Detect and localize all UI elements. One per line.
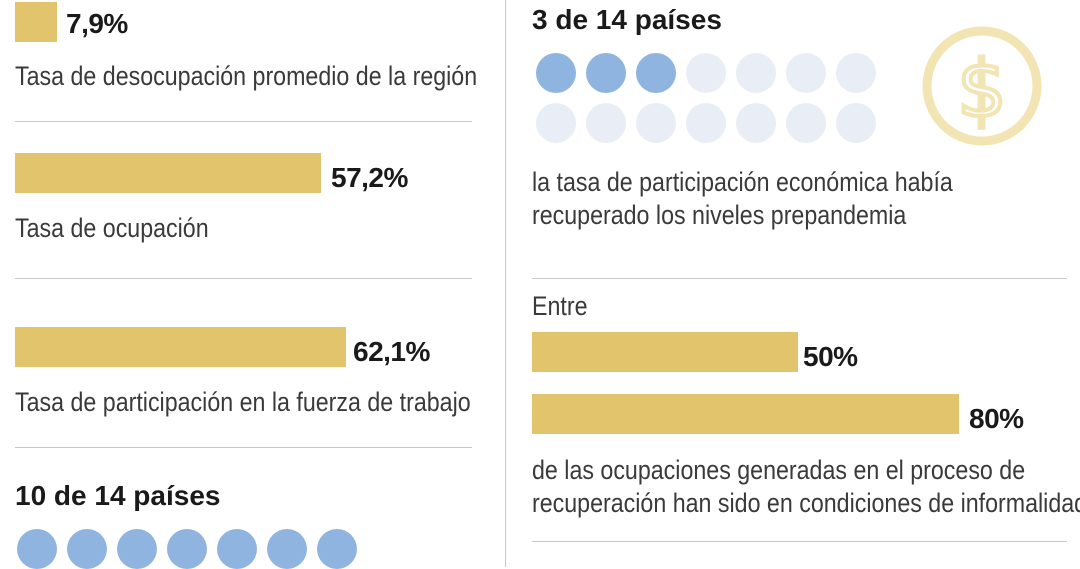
svg-text:$: $	[957, 45, 1007, 135]
country-dot-inactive	[586, 103, 626, 143]
country-dot-active	[17, 529, 57, 569]
countries-caption-right-line1: la tasa de participación económica había	[532, 167, 953, 197]
country-dot-inactive	[786, 103, 826, 143]
country-dot-inactive	[636, 103, 676, 143]
divider	[532, 541, 1067, 542]
country-dot-active	[636, 53, 676, 93]
countries-caption-right-line2: recuperado los niveles prepandemia	[532, 200, 907, 230]
country-dot-inactive	[836, 103, 876, 143]
divider	[532, 278, 1067, 279]
country-dot-inactive	[686, 53, 726, 93]
country-dot-active	[67, 529, 107, 569]
countries-title-left: 10 de 14 países	[15, 480, 221, 511]
informality-caption-line2: recuperación han sido en condiciones de …	[532, 488, 1080, 518]
dollar-coin-icon: $	[922, 26, 1042, 146]
divider	[15, 121, 472, 122]
value-ocupacion: 57,2%	[331, 162, 408, 193]
label-desocupacion: Tasa de desocupación promedio de la regi…	[15, 61, 478, 91]
value-informality-50: 50%	[803, 341, 858, 372]
bar-participacion	[15, 327, 346, 367]
label-participacion: Tasa de participación en la fuerza de tr…	[15, 387, 471, 417]
country-dot-inactive	[836, 53, 876, 93]
country-dot-inactive	[686, 103, 726, 143]
value-participacion: 62,1%	[353, 336, 430, 367]
country-dot-inactive	[736, 53, 776, 93]
country-dot-active	[267, 529, 307, 569]
country-dot-active	[167, 529, 207, 569]
bar-informality-50	[532, 332, 798, 372]
bar-ocupacion	[15, 153, 321, 193]
country-dot-inactive	[736, 103, 776, 143]
country-dot-inactive	[536, 103, 576, 143]
bar-desocupacion	[15, 2, 57, 42]
label-ocupacion: Tasa de ocupación	[15, 213, 209, 243]
country-dot-active	[586, 53, 626, 93]
countries-title-right: 3 de 14 países	[532, 4, 722, 35]
country-dot-active	[117, 529, 157, 569]
divider	[15, 447, 472, 448]
value-desocupacion: 7,9%	[66, 8, 128, 39]
country-dot-active	[317, 529, 357, 569]
bar-informality-80	[532, 394, 959, 434]
country-dot-active	[217, 529, 257, 569]
value-informality-80: 80%	[969, 403, 1024, 434]
informality-caption-line1: de las ocupaciones generadas en el proce…	[532, 455, 1026, 485]
informality-intro: Entre	[532, 291, 588, 321]
column-divider	[505, 0, 506, 567]
divider	[15, 278, 472, 279]
country-dot-inactive	[786, 53, 826, 93]
country-dot-active	[536, 53, 576, 93]
